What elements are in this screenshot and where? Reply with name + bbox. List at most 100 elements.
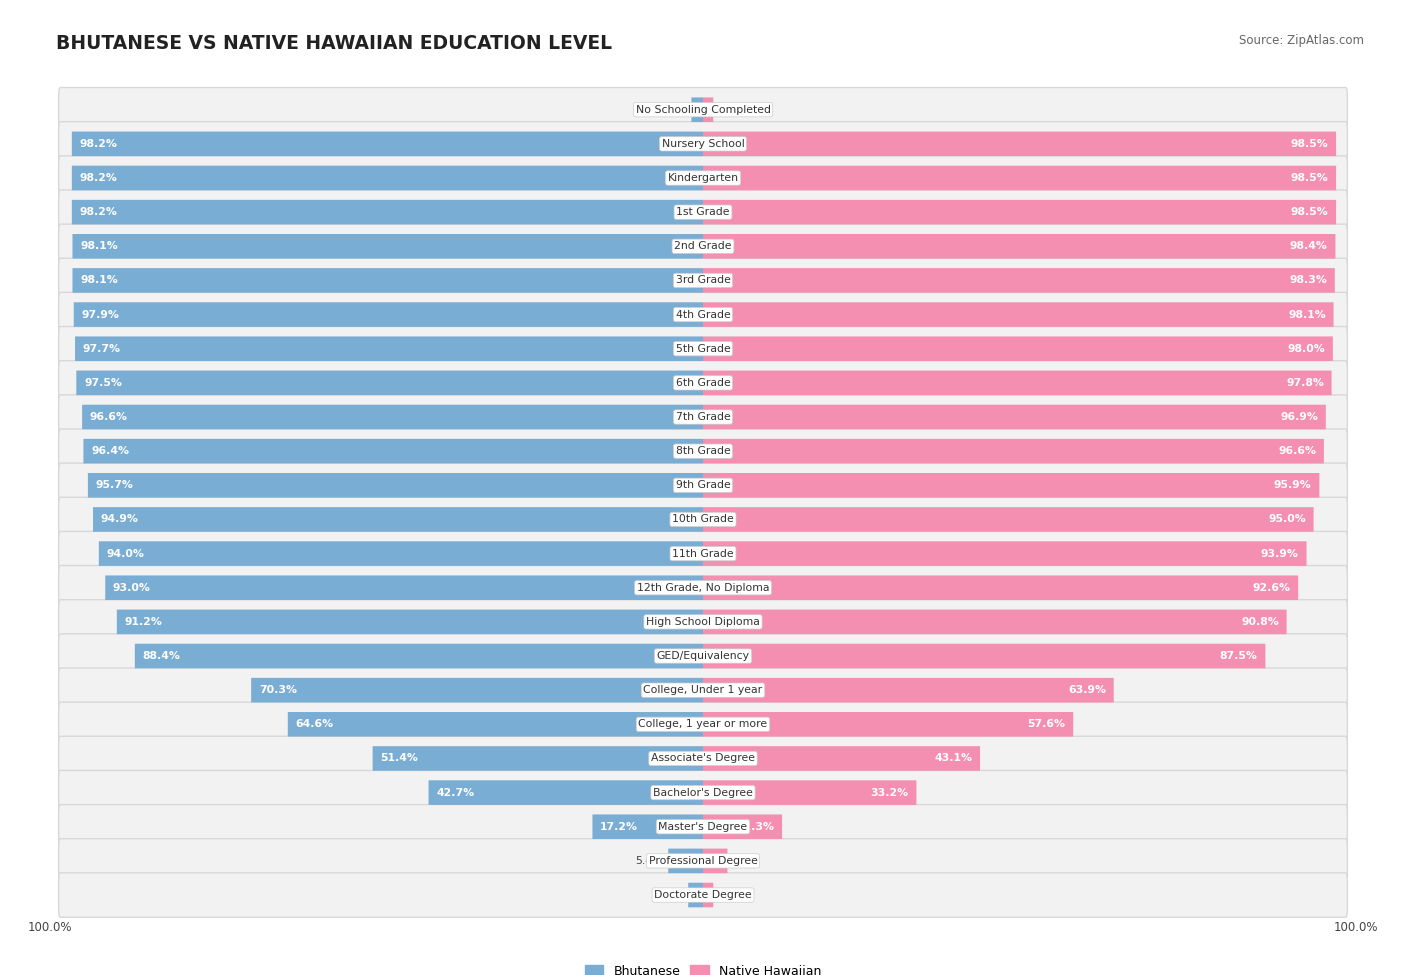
Text: 7th Grade: 7th Grade (676, 412, 730, 422)
Text: Nursery School: Nursery School (662, 138, 744, 149)
FancyBboxPatch shape (668, 848, 703, 874)
FancyBboxPatch shape (59, 804, 1347, 849)
Text: 98.1%: 98.1% (80, 241, 118, 252)
Text: 95.0%: 95.0% (1268, 515, 1306, 525)
Text: 2nd Grade: 2nd Grade (675, 241, 731, 252)
FancyBboxPatch shape (59, 327, 1347, 370)
Text: 98.1%: 98.1% (1288, 310, 1326, 320)
Text: 98.3%: 98.3% (1289, 275, 1327, 286)
Text: Kindergarten: Kindergarten (668, 173, 738, 183)
FancyBboxPatch shape (703, 234, 1336, 258)
FancyBboxPatch shape (703, 575, 1298, 600)
Text: 100.0%: 100.0% (28, 921, 73, 934)
Text: Master's Degree: Master's Degree (658, 822, 748, 832)
Text: 4th Grade: 4th Grade (676, 310, 730, 320)
Text: 98.2%: 98.2% (80, 207, 118, 217)
FancyBboxPatch shape (72, 200, 703, 224)
Text: Bachelor's Degree: Bachelor's Degree (652, 788, 754, 798)
Text: 9th Grade: 9th Grade (676, 481, 730, 490)
FancyBboxPatch shape (703, 98, 713, 122)
Text: 96.9%: 96.9% (1281, 412, 1317, 422)
FancyBboxPatch shape (76, 370, 703, 395)
FancyBboxPatch shape (703, 712, 1073, 736)
FancyBboxPatch shape (59, 88, 1347, 132)
Text: 63.9%: 63.9% (1069, 685, 1107, 695)
FancyBboxPatch shape (59, 497, 1347, 542)
FancyBboxPatch shape (703, 166, 1336, 190)
FancyBboxPatch shape (429, 780, 703, 805)
Text: 3.8%: 3.8% (733, 856, 761, 866)
FancyBboxPatch shape (105, 575, 703, 600)
Text: 95.9%: 95.9% (1274, 481, 1312, 490)
FancyBboxPatch shape (93, 507, 703, 531)
Text: 3rd Grade: 3rd Grade (675, 275, 731, 286)
FancyBboxPatch shape (117, 609, 703, 634)
Legend: Bhutanese, Native Hawaiian: Bhutanese, Native Hawaiian (585, 965, 821, 975)
Text: 70.3%: 70.3% (259, 685, 297, 695)
Text: 100.0%: 100.0% (1333, 921, 1378, 934)
Text: Professional Degree: Professional Degree (648, 856, 758, 866)
Text: 51.4%: 51.4% (381, 754, 418, 763)
Text: 6th Grade: 6th Grade (676, 378, 730, 388)
FancyBboxPatch shape (73, 234, 703, 258)
Text: BHUTANESE VS NATIVE HAWAIIAN EDUCATION LEVEL: BHUTANESE VS NATIVE HAWAIIAN EDUCATION L… (56, 34, 613, 53)
Text: 87.5%: 87.5% (1220, 651, 1258, 661)
Text: 88.4%: 88.4% (142, 651, 180, 661)
Text: 1.6%: 1.6% (718, 104, 747, 115)
Text: Doctorate Degree: Doctorate Degree (654, 890, 752, 900)
FancyBboxPatch shape (703, 746, 980, 771)
Text: 97.7%: 97.7% (83, 344, 121, 354)
Text: 12.3%: 12.3% (737, 822, 775, 832)
FancyBboxPatch shape (59, 292, 1347, 336)
Text: 97.5%: 97.5% (84, 378, 122, 388)
Text: 96.6%: 96.6% (1278, 447, 1316, 456)
FancyBboxPatch shape (703, 200, 1336, 224)
FancyBboxPatch shape (59, 668, 1347, 713)
FancyBboxPatch shape (703, 814, 782, 839)
Text: 1.6%: 1.6% (718, 890, 747, 900)
FancyBboxPatch shape (703, 644, 1265, 668)
FancyBboxPatch shape (703, 848, 727, 874)
FancyBboxPatch shape (83, 439, 703, 463)
Text: 8th Grade: 8th Grade (676, 447, 730, 456)
Text: 90.8%: 90.8% (1241, 617, 1279, 627)
FancyBboxPatch shape (98, 541, 703, 565)
FancyBboxPatch shape (59, 770, 1347, 815)
FancyBboxPatch shape (135, 644, 703, 668)
FancyBboxPatch shape (59, 838, 1347, 883)
FancyBboxPatch shape (89, 473, 703, 497)
Text: 57.6%: 57.6% (1028, 720, 1066, 729)
FancyBboxPatch shape (82, 405, 703, 429)
FancyBboxPatch shape (692, 98, 703, 122)
Text: No Schooling Completed: No Schooling Completed (636, 104, 770, 115)
FancyBboxPatch shape (688, 882, 703, 908)
Text: 12th Grade, No Diploma: 12th Grade, No Diploma (637, 583, 769, 593)
Text: 98.0%: 98.0% (1288, 344, 1326, 354)
Text: 10th Grade: 10th Grade (672, 515, 734, 525)
Text: 17.2%: 17.2% (600, 822, 638, 832)
Text: High School Diploma: High School Diploma (647, 617, 759, 627)
FancyBboxPatch shape (59, 600, 1347, 644)
Text: 97.9%: 97.9% (82, 310, 120, 320)
FancyBboxPatch shape (59, 736, 1347, 781)
Text: 98.2%: 98.2% (80, 138, 118, 149)
FancyBboxPatch shape (75, 336, 703, 361)
Text: 96.4%: 96.4% (91, 447, 129, 456)
FancyBboxPatch shape (72, 166, 703, 190)
Text: 98.5%: 98.5% (1291, 207, 1329, 217)
FancyBboxPatch shape (703, 780, 917, 805)
Text: 92.6%: 92.6% (1253, 583, 1291, 593)
Text: 95.7%: 95.7% (96, 481, 134, 490)
FancyBboxPatch shape (252, 678, 703, 702)
Text: 5th Grade: 5th Grade (676, 344, 730, 354)
FancyBboxPatch shape (59, 531, 1347, 576)
FancyBboxPatch shape (72, 132, 703, 156)
Text: 64.6%: 64.6% (295, 720, 333, 729)
FancyBboxPatch shape (592, 814, 703, 839)
FancyBboxPatch shape (59, 258, 1347, 302)
FancyBboxPatch shape (59, 634, 1347, 679)
FancyBboxPatch shape (59, 566, 1347, 610)
FancyBboxPatch shape (59, 122, 1347, 166)
FancyBboxPatch shape (703, 678, 1114, 702)
FancyBboxPatch shape (373, 746, 703, 771)
